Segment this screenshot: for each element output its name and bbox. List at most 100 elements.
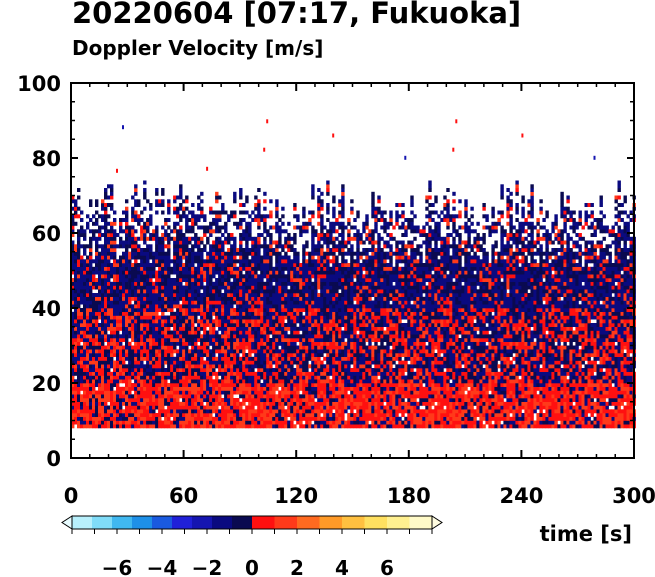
heatmap-cell bbox=[71, 255, 75, 260]
heatmap-cell bbox=[332, 278, 336, 282]
heatmap-cell bbox=[191, 394, 195, 399]
heatmap-cell bbox=[158, 334, 162, 339]
heatmap-cell bbox=[293, 259, 297, 264]
heatmap-cell bbox=[176, 394, 180, 399]
heatmap-cell bbox=[140, 266, 144, 271]
heatmap-cell bbox=[227, 398, 231, 402]
heatmap-cell bbox=[326, 390, 330, 395]
heatmap-cell bbox=[197, 304, 201, 309]
heatmap-cell bbox=[164, 371, 168, 376]
heatmap-cell bbox=[179, 251, 183, 256]
heatmap-cell bbox=[224, 356, 228, 361]
heatmap-cell bbox=[110, 225, 114, 230]
heatmap-cell bbox=[131, 315, 135, 320]
heatmap-cell bbox=[296, 308, 300, 312]
heatmap-cell bbox=[113, 233, 117, 237]
heatmap-cell bbox=[302, 281, 306, 286]
heatmap-cell bbox=[293, 311, 297, 316]
heatmap-cell bbox=[185, 195, 189, 200]
heatmap-cell bbox=[173, 236, 177, 241]
heatmap-cell bbox=[236, 296, 240, 301]
heatmap-cell bbox=[143, 296, 147, 301]
heatmap-cell bbox=[206, 236, 210, 241]
heatmap-cell bbox=[185, 308, 189, 312]
heatmap-cell bbox=[260, 360, 264, 365]
heatmap-cell bbox=[281, 300, 285, 305]
heatmap-cell bbox=[116, 386, 120, 391]
heatmap-cell bbox=[245, 259, 249, 264]
heatmap-cell bbox=[206, 255, 210, 260]
heatmap-cell bbox=[293, 349, 297, 354]
heatmap-cell bbox=[128, 289, 132, 294]
heatmap-cell bbox=[134, 293, 138, 297]
heatmap-cell bbox=[200, 371, 204, 376]
heatmap-cell bbox=[302, 289, 306, 294]
heatmap-cell bbox=[227, 214, 231, 219]
heatmap-cell bbox=[263, 405, 267, 410]
heatmap-cell bbox=[311, 285, 315, 290]
heatmap-cell bbox=[200, 311, 204, 316]
heatmap-cell bbox=[218, 416, 222, 421]
heatmap-cell bbox=[299, 383, 303, 387]
heatmap-cell bbox=[323, 394, 327, 399]
heatmap-cell bbox=[83, 334, 87, 339]
heatmap-cell bbox=[188, 409, 192, 414]
heatmap-cell bbox=[104, 326, 108, 331]
heatmap-cell bbox=[314, 330, 318, 335]
heatmap-cell bbox=[227, 319, 231, 324]
heatmap-cell bbox=[203, 248, 207, 252]
heatmap-cell bbox=[332, 326, 336, 331]
heatmap-cell bbox=[257, 188, 261, 192]
heatmap-cell bbox=[89, 349, 93, 354]
heatmap-cell bbox=[227, 233, 231, 237]
heatmap-cell bbox=[314, 251, 318, 256]
heatmap-cell bbox=[239, 386, 243, 391]
heatmap-cell bbox=[71, 221, 75, 226]
heatmap-cell bbox=[347, 266, 351, 271]
heatmap-cell bbox=[263, 356, 267, 361]
heatmap-cell bbox=[221, 371, 225, 376]
heatmap-cell bbox=[272, 383, 276, 387]
heatmap-cell bbox=[134, 345, 138, 350]
heatmap-cell bbox=[191, 371, 195, 376]
heatmap-cell bbox=[329, 315, 333, 320]
heatmap-cell bbox=[344, 356, 348, 361]
heatmap-cell bbox=[236, 225, 240, 230]
heatmap-cell bbox=[287, 296, 291, 301]
heatmap-cell bbox=[311, 191, 315, 196]
heatmap-cell bbox=[128, 323, 132, 327]
heatmap-cell bbox=[191, 308, 195, 312]
heatmap-cell bbox=[137, 338, 141, 342]
heatmap-cell bbox=[278, 311, 282, 316]
heatmap-cell bbox=[299, 296, 303, 301]
heatmap-cell bbox=[122, 293, 126, 297]
heatmap-cell bbox=[347, 383, 351, 387]
heatmap-cell bbox=[317, 390, 321, 395]
heatmap-cell bbox=[269, 255, 273, 260]
heatmap-cell bbox=[185, 390, 189, 395]
heatmap-cell bbox=[302, 416, 306, 421]
heatmap-cell bbox=[155, 383, 159, 387]
heatmap-cell bbox=[143, 405, 147, 410]
heatmap-cell bbox=[311, 210, 315, 215]
heatmap-cell bbox=[146, 300, 150, 305]
heatmap-cell bbox=[167, 386, 171, 391]
heatmap-cell bbox=[191, 266, 195, 271]
heatmap-cell bbox=[311, 353, 315, 357]
heatmap-cell bbox=[89, 379, 93, 384]
heatmap-cell bbox=[284, 315, 288, 320]
heatmap-cell bbox=[317, 386, 321, 391]
heatmap-cell bbox=[296, 311, 300, 316]
heatmap-cell bbox=[278, 341, 282, 346]
heatmap-cell bbox=[125, 424, 129, 429]
heatmap-cell bbox=[347, 289, 351, 294]
heatmap-cell bbox=[329, 296, 333, 301]
heatmap-cell bbox=[314, 338, 318, 342]
heatmap-cell bbox=[113, 236, 117, 241]
heatmap-cell bbox=[254, 420, 258, 425]
heatmap-cell bbox=[275, 416, 279, 421]
heatmap-cell bbox=[239, 413, 243, 417]
heatmap-cell bbox=[338, 293, 342, 297]
heatmap-cell bbox=[314, 424, 318, 429]
heatmap-cell bbox=[161, 293, 165, 297]
